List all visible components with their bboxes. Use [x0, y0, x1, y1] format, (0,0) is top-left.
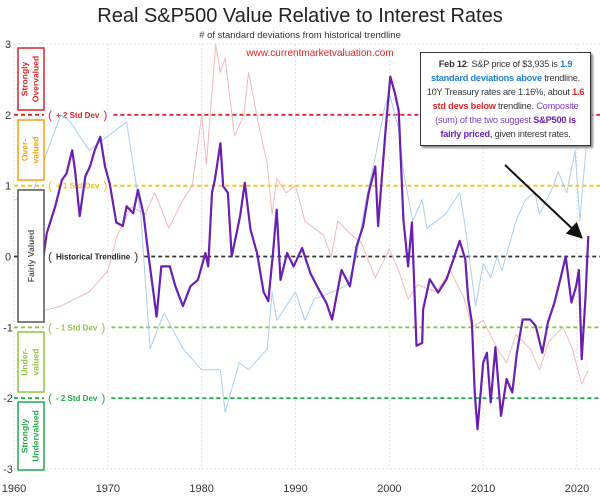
x-tick-label: 1960 [2, 483, 26, 495]
zone-box [17, 47, 45, 111]
x-tick-label: 1980 [189, 483, 213, 495]
zone-box [17, 189, 45, 323]
annotation-text-1: : S&P price of $3,935 is [466, 59, 561, 69]
ref-paren-close: ) [103, 179, 107, 193]
annotation-rate-deviation: 1.6 std devs below [432, 87, 585, 111]
zone-label: Strongly [20, 61, 30, 96]
annotation-text-2: trendline. 10Y Treasury rates are 1.16%,… [426, 73, 581, 97]
y-tick-label: -3 [3, 464, 13, 476]
zone-box [17, 401, 45, 471]
ref-paren-open: ( [48, 108, 52, 122]
zone-label: valued [31, 349, 41, 376]
annotation-arrow [504, 164, 583, 239]
zone-label: Overvalued [31, 56, 41, 102]
zone-label: Undervalued [31, 410, 41, 462]
watermark-url: www.currentmarketvaluation.com [245, 48, 393, 59]
ref-paren-close: ) [134, 250, 138, 264]
series-line-sp500 [13, 93, 589, 413]
y-tick-label: 0 [5, 252, 11, 264]
series-line-composite [35, 75, 590, 431]
zone-box [17, 119, 45, 181]
x-tick-label: 2020 [565, 483, 589, 495]
zone-label: valued [31, 137, 41, 164]
axis-ticks: 1960 1970 1980 1990 2000 2010 2020 3 2 1 0 -1 -2 -3 [2, 39, 589, 495]
ref-paren-close: ) [101, 320, 105, 334]
y-tick-label: 2 [5, 110, 11, 122]
annotation-date: Feb 12 [438, 59, 467, 69]
chart-subtitle: # of standard deviations from historical… [199, 30, 401, 41]
x-tick-label: 2000 [377, 483, 401, 495]
y-tick-label: -2 [3, 393, 13, 405]
ref-paren-close: ) [103, 108, 107, 122]
series-lines [13, 43, 590, 431]
x-tick-label: 1990 [283, 483, 307, 495]
annotation-verdict: S&P500 is fairly priced [440, 115, 576, 139]
y-tick-label: 1 [5, 181, 11, 193]
annotation-box: Feb 12: S&P price of $3,935 is 1.9 stand… [420, 52, 591, 146]
ref-line-label: - 2 Std Dev [56, 394, 98, 403]
annotation-text-3: trendline. [495, 101, 537, 111]
ref-paren-open: ( [48, 179, 52, 193]
annotation-sp-deviation: 1.9 standard deviations above [430, 59, 573, 83]
series-line-rates [32, 43, 589, 385]
ref-line-label: + 2 Std Dev [56, 111, 100, 120]
ref-paren-close: ) [101, 391, 105, 405]
ref-paren-open: ( [48, 250, 52, 264]
ref-line-label: Historical Trendline [56, 253, 131, 262]
zone-label: Over- [20, 139, 30, 161]
zone-label: Fairly Valued [26, 230, 36, 282]
x-tick-label: 2010 [471, 483, 495, 495]
zone-label: Strongly [20, 418, 30, 453]
x-tick-label: 1970 [96, 483, 120, 495]
ref-paren-open: ( [48, 391, 52, 405]
reference-lines: ( + 2 Std Dev) ( + 1 Std Dev) ( Historical Tr… [14, 108, 600, 405]
chart-title: Real S&P500 Value Relative to Interest R… [97, 5, 502, 27]
ref-line-label: - 1 Std Dev [56, 323, 98, 332]
annotation-composite: Composite (sum) of the two suggest [435, 101, 579, 125]
ref-line-label: + 1 Std Dev [56, 182, 100, 191]
zone-box [17, 331, 45, 393]
y-tick-label: 3 [5, 39, 11, 51]
annotation-text-4: , given interest rates. [489, 129, 571, 139]
y-tick-label: -1 [3, 322, 13, 334]
ref-paren-open: ( [48, 320, 52, 334]
zone-label: Under- [20, 348, 30, 376]
